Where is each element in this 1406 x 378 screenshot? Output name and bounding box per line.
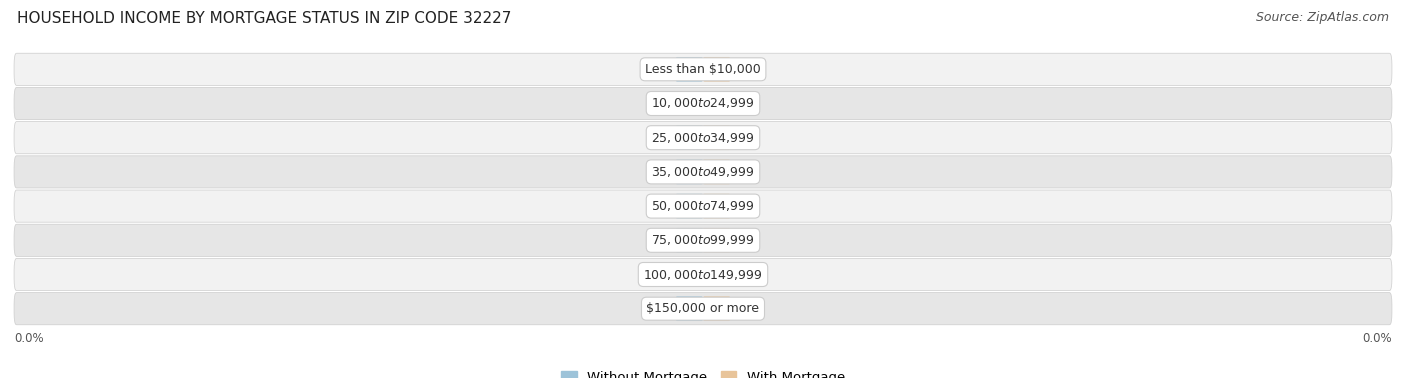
Text: HOUSEHOLD INCOME BY MORTGAGE STATUS IN ZIP CODE 32227: HOUSEHOLD INCOME BY MORTGAGE STATUS IN Z…	[17, 11, 512, 26]
FancyBboxPatch shape	[14, 224, 1392, 256]
Text: $10,000 to $24,999: $10,000 to $24,999	[651, 96, 755, 110]
FancyBboxPatch shape	[675, 160, 703, 184]
Text: Source: ZipAtlas.com: Source: ZipAtlas.com	[1256, 11, 1389, 24]
Text: 0.0%: 0.0%	[700, 97, 733, 110]
Text: 0.0%: 0.0%	[673, 166, 706, 178]
FancyBboxPatch shape	[14, 87, 1392, 119]
Text: 0.0%: 0.0%	[673, 234, 706, 247]
Text: $35,000 to $49,999: $35,000 to $49,999	[651, 165, 755, 179]
Text: 0.0%: 0.0%	[700, 200, 733, 212]
FancyBboxPatch shape	[675, 262, 703, 287]
FancyBboxPatch shape	[675, 91, 703, 116]
Text: 0.0%: 0.0%	[700, 131, 733, 144]
Text: $100,000 to $149,999: $100,000 to $149,999	[644, 268, 762, 282]
Text: 0.0%: 0.0%	[700, 268, 733, 281]
FancyBboxPatch shape	[675, 228, 703, 253]
Text: Less than $10,000: Less than $10,000	[645, 63, 761, 76]
Text: $25,000 to $34,999: $25,000 to $34,999	[651, 131, 755, 145]
FancyBboxPatch shape	[14, 190, 1392, 222]
Text: 0.0%: 0.0%	[700, 63, 733, 76]
Text: 0.0%: 0.0%	[700, 166, 733, 178]
FancyBboxPatch shape	[675, 194, 703, 218]
Text: $50,000 to $74,999: $50,000 to $74,999	[651, 199, 755, 213]
Text: 0.0%: 0.0%	[14, 332, 44, 345]
FancyBboxPatch shape	[703, 57, 731, 82]
FancyBboxPatch shape	[14, 293, 1392, 325]
Text: 0.0%: 0.0%	[673, 200, 706, 212]
Text: 0.0%: 0.0%	[673, 302, 706, 315]
FancyBboxPatch shape	[703, 228, 731, 253]
FancyBboxPatch shape	[14, 53, 1392, 85]
Text: 0.0%: 0.0%	[1362, 332, 1392, 345]
FancyBboxPatch shape	[703, 91, 731, 116]
FancyBboxPatch shape	[675, 296, 703, 321]
Text: 0.0%: 0.0%	[673, 131, 706, 144]
FancyBboxPatch shape	[703, 194, 731, 218]
Text: 0.0%: 0.0%	[673, 97, 706, 110]
Text: 0.0%: 0.0%	[700, 234, 733, 247]
FancyBboxPatch shape	[14, 122, 1392, 154]
Legend: Without Mortgage, With Mortgage: Without Mortgage, With Mortgage	[555, 366, 851, 378]
FancyBboxPatch shape	[675, 57, 703, 82]
FancyBboxPatch shape	[703, 296, 731, 321]
Text: 0.0%: 0.0%	[673, 63, 706, 76]
Text: 0.0%: 0.0%	[673, 268, 706, 281]
FancyBboxPatch shape	[675, 125, 703, 150]
Text: $75,000 to $99,999: $75,000 to $99,999	[651, 233, 755, 247]
FancyBboxPatch shape	[703, 262, 731, 287]
FancyBboxPatch shape	[14, 259, 1392, 291]
FancyBboxPatch shape	[14, 156, 1392, 188]
Text: 0.0%: 0.0%	[700, 302, 733, 315]
Text: $150,000 or more: $150,000 or more	[647, 302, 759, 315]
FancyBboxPatch shape	[703, 160, 731, 184]
FancyBboxPatch shape	[703, 125, 731, 150]
